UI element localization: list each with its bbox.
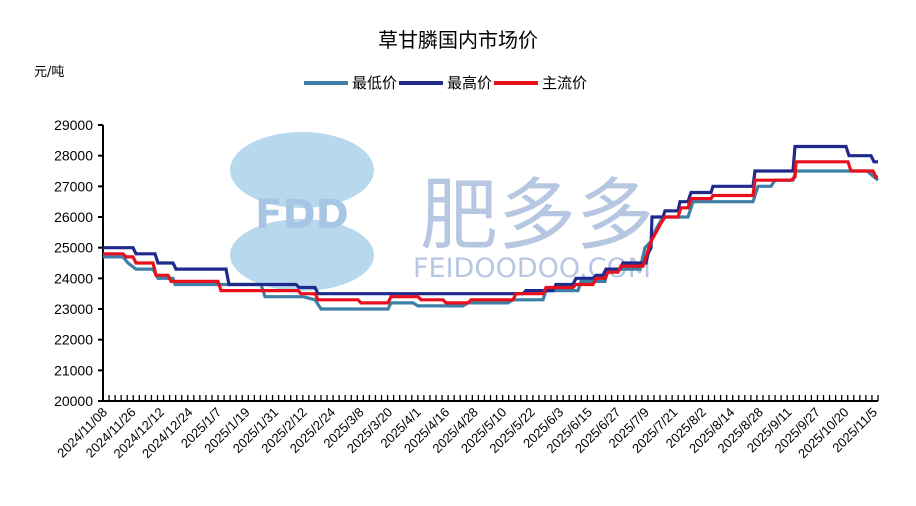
axes: 20000 21000 22000 23000 24000 25000 26000 27000…: [54, 117, 880, 461]
chart-legend: 最低价 最高价 主流价: [304, 72, 589, 93]
y-tick-label: 21000: [54, 362, 93, 378]
legend-swatch-low: [304, 80, 348, 85]
y-tick-label: 22000: [54, 332, 93, 348]
y-tick-label: 23000: [54, 301, 93, 317]
series-line-main: [103, 160, 878, 305]
y-tick-label: 24000: [54, 270, 93, 286]
y-axis-unit-label: 元/吨: [34, 65, 65, 80]
chart-title: 草甘膦国内市场价: [378, 28, 538, 52]
legend-item-main[interactable]: 主流价: [494, 72, 587, 93]
legend-label-high: 最高价: [447, 74, 493, 92]
watermark-brand-cn: 肥多多: [420, 171, 654, 261]
series-lines: [103, 144, 880, 311]
legend-item-low[interactable]: 最低价: [304, 72, 397, 93]
watermark-leaf-bottom-icon: [230, 219, 374, 291]
y-tick-label: 20000: [54, 393, 93, 409]
y-tick-label: 28000: [54, 148, 93, 164]
y-tick-label: 27000: [54, 178, 93, 194]
legend-item-high[interactable]: 最高价: [399, 72, 492, 93]
legend-swatch-high: [399, 80, 444, 85]
y-tick-label: 26000: [54, 209, 93, 225]
legend-swatch-main: [494, 80, 539, 85]
watermark: FDD 肥多多 FEIDOODOO.COM: [230, 132, 654, 291]
watermark-leaf-top-icon: [230, 132, 374, 208]
y-tick-label: 25000: [54, 240, 93, 256]
y-tick-label: 29000: [54, 117, 93, 133]
watermark-logo-text: FDD: [255, 192, 349, 238]
legend-label-low: 最低价: [352, 74, 398, 92]
legend-label-main: 主流价: [542, 74, 588, 92]
